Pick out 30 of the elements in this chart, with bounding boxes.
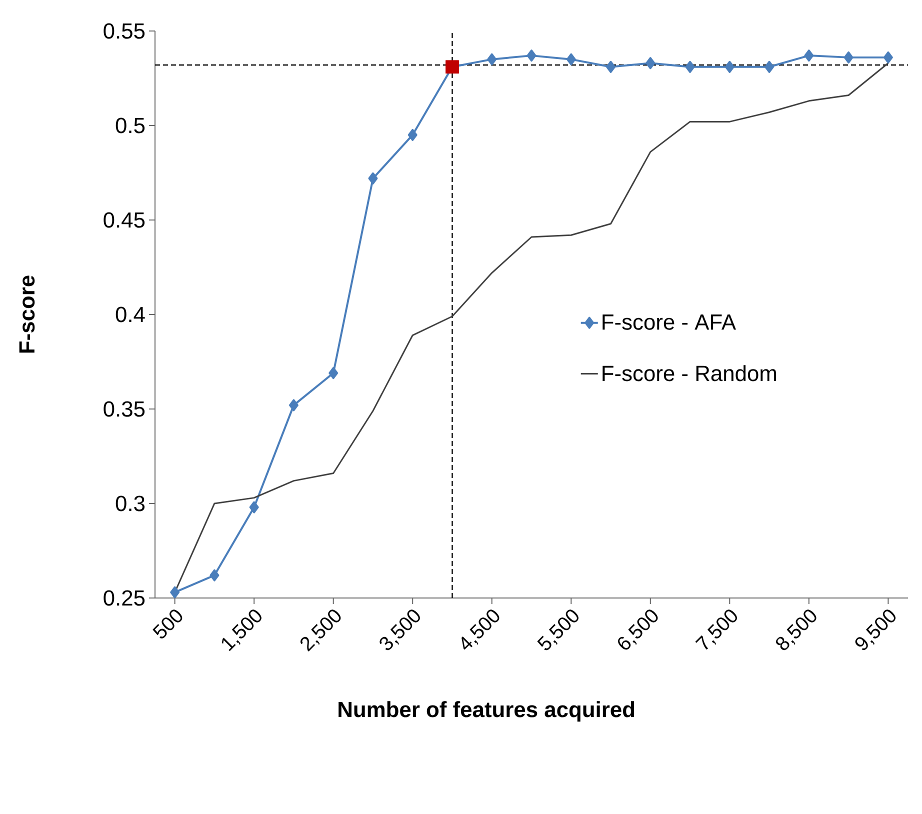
- point: [606, 60, 616, 73]
- point: [487, 53, 497, 66]
- point: [170, 586, 180, 598]
- point: [368, 172, 378, 184]
- y-axis-title: F-score: [19, 276, 35, 353]
- legend-label: F-score - AFA: [602, 314, 736, 330]
- point: [764, 60, 774, 73]
- point: [685, 60, 695, 73]
- point: [288, 399, 298, 412]
- y-tick-label: 0.3: [116, 496, 145, 512]
- point: [210, 569, 220, 582]
- y-tick-label: 0.4: [116, 306, 145, 322]
- y-tick-label: 0.25: [104, 590, 145, 606]
- point: [249, 501, 259, 514]
- point: [844, 51, 854, 64]
- legend-label: F-score - Random: [602, 365, 776, 382]
- point: [526, 50, 536, 62]
- point: [883, 51, 893, 64]
- y-tick-label: 0.5: [116, 118, 145, 134]
- x-axis-title: Number of features acquired: [338, 701, 634, 722]
- point: [566, 53, 576, 66]
- point: [724, 60, 734, 73]
- point: [408, 128, 418, 141]
- point: [804, 50, 814, 62]
- y-tick-label: 0.45: [104, 212, 145, 228]
- point: [646, 57, 656, 70]
- x-tick-label: 500: [152, 610, 182, 638]
- y-tick-label: 0.35: [104, 401, 145, 417]
- y-tick-label: 0.55: [104, 23, 145, 39]
- point: [328, 367, 338, 380]
